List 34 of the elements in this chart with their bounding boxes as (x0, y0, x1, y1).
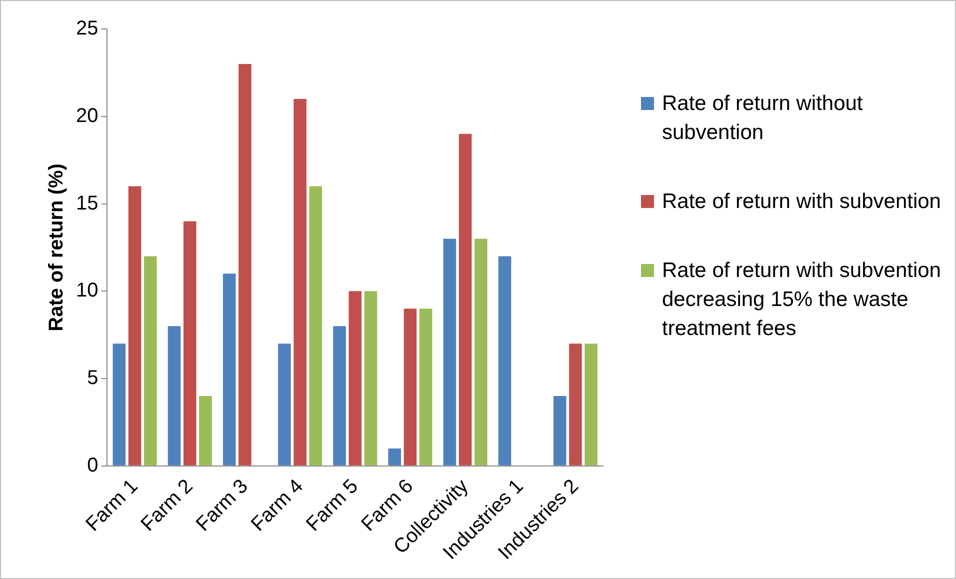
bar (309, 186, 322, 466)
bar (388, 448, 401, 466)
bar (584, 344, 598, 466)
bar (404, 308, 417, 466)
y-axis-title: Rate of return (%) (46, 164, 68, 332)
y-tick-label: 25 (76, 18, 98, 40)
y-tick-label: 15 (76, 192, 98, 214)
bar (278, 344, 291, 466)
bar (294, 98, 306, 466)
bar (498, 256, 512, 466)
bar (128, 186, 142, 466)
bar (419, 308, 432, 466)
bar (458, 134, 472, 466)
bar (238, 64, 252, 466)
bar (183, 221, 196, 466)
bar (333, 326, 346, 466)
bar (144, 256, 157, 466)
bar (348, 291, 362, 466)
bar (112, 344, 126, 466)
legend-label: Rate of return with subvention decreasing 15% the waste treatment fees (662, 258, 942, 342)
bar (474, 238, 488, 466)
y-tick-label: 10 (76, 280, 98, 302)
bar (443, 238, 456, 466)
bar (199, 396, 212, 466)
bar (553, 396, 566, 466)
bar (364, 291, 378, 466)
y-tick-label: 5 (87, 367, 98, 390)
y-tick-label: 20 (76, 104, 98, 127)
y-tick-label: 0 (87, 454, 98, 476)
legend-label: Rate of return without subvention (662, 91, 864, 146)
bar (168, 326, 181, 466)
legend-label: Rate of return with subvention (662, 189, 941, 215)
bar (569, 344, 582, 466)
bar (222, 274, 236, 466)
